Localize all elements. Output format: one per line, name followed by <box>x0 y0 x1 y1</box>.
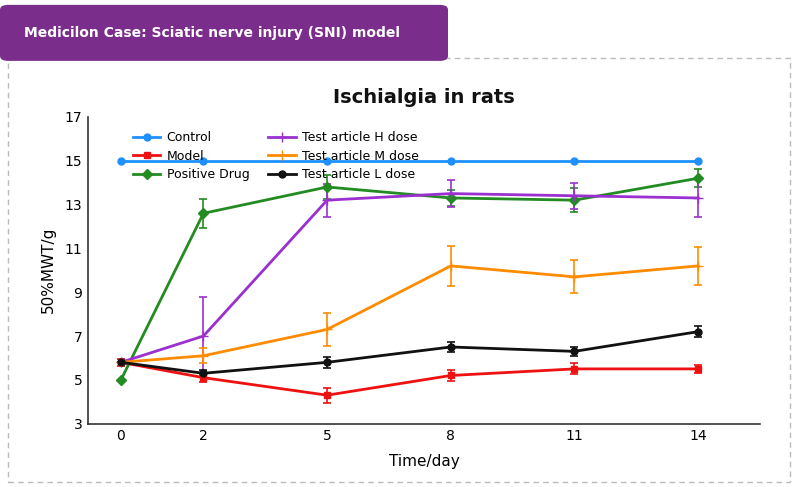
Title: Ischialgia in rats: Ischialgia in rats <box>333 88 515 107</box>
X-axis label: Time/day: Time/day <box>389 454 459 469</box>
Legend: Control, Model, Positive Drug, Test article H dose, Test article M dose, Test ar: Control, Model, Positive Drug, Test arti… <box>128 126 424 187</box>
Text: Medicilon Case: Sciatic nerve injury (SNI) model: Medicilon Case: Sciatic nerve injury (SN… <box>24 26 400 40</box>
Y-axis label: 50%MWT/g: 50%MWT/g <box>42 227 56 314</box>
